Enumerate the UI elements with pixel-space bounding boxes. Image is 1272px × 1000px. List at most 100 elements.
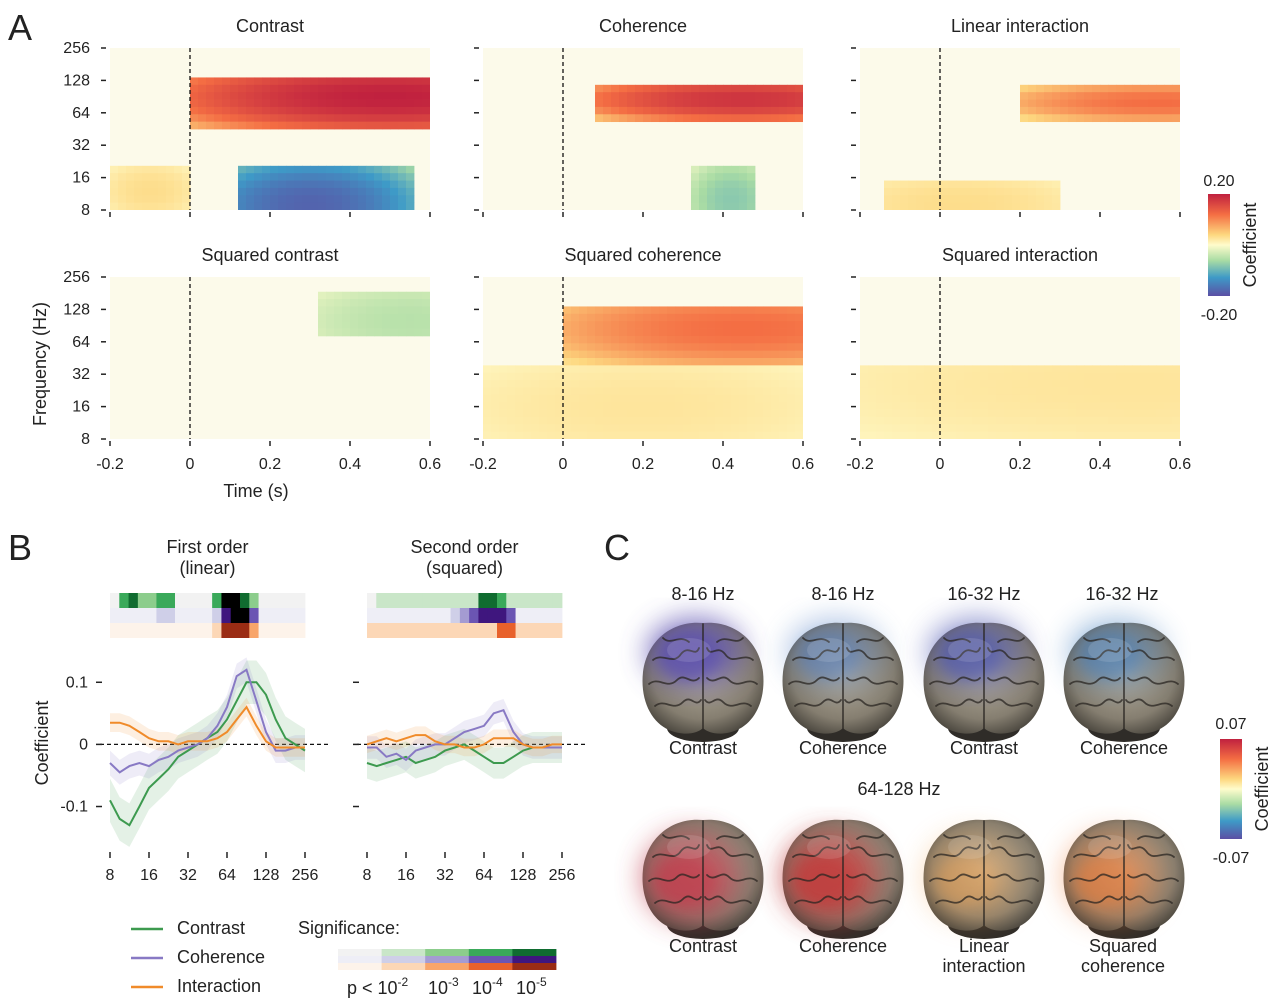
heatmap-cell — [691, 99, 700, 108]
heatmap-cell — [262, 106, 271, 115]
heatmap-cell — [635, 335, 644, 344]
heatmap-cell — [619, 365, 628, 374]
heatmap-cell — [747, 372, 756, 381]
heatmap-cell — [948, 195, 957, 204]
heatmap-cell — [1092, 380, 1101, 388]
heatmap-cell — [876, 380, 885, 388]
heatmap-cell — [715, 180, 724, 189]
heatmap-cell — [1148, 114, 1157, 123]
heatmap-cell — [787, 358, 796, 366]
heatmap-cell — [603, 358, 612, 366]
heatmap-cell — [318, 121, 327, 130]
heatmap-cell — [1052, 106, 1061, 115]
heatmap-cell — [699, 431, 708, 439]
heatmap-cell — [366, 92, 375, 100]
x-tick-label: 64 — [475, 867, 493, 884]
heatmap-cell — [1108, 409, 1117, 418]
heatmap-cell — [707, 195, 716, 204]
heatmap-cell — [579, 431, 588, 439]
heatmap-cell — [579, 358, 588, 366]
heatmap-cell — [707, 387, 716, 396]
heatmap-cell — [779, 328, 788, 337]
heatmap-cell — [382, 114, 391, 123]
heatmap-cell — [1068, 409, 1077, 418]
heatmap-cell — [876, 416, 885, 425]
heatmap-cell — [787, 306, 796, 315]
heatmap-cell — [539, 409, 548, 418]
significance-cell — [552, 593, 563, 608]
heatmap-cell — [972, 187, 981, 196]
heatmap-cell — [1020, 409, 1029, 418]
heatmap-cell — [996, 387, 1005, 396]
heatmap-cell — [1060, 380, 1069, 388]
significance-cell — [413, 608, 424, 623]
heatmap-cell — [1116, 114, 1125, 123]
heatmap-cell — [707, 358, 716, 366]
brain-top-caption-1: Contrast — [669, 738, 737, 758]
heatmap-cell — [948, 387, 957, 396]
heatmap-cell — [571, 372, 580, 381]
heatmap-cell — [1132, 372, 1141, 381]
heatmap-cell — [1156, 409, 1165, 418]
significance-cell — [184, 608, 194, 623]
heatmap-cell — [715, 424, 724, 433]
heatmap-cell — [198, 99, 207, 108]
heatmap-cell — [294, 99, 303, 108]
heatmap-cell — [318, 165, 327, 174]
significance-cell — [147, 608, 157, 623]
heatmap-cell — [398, 291, 407, 300]
heatmap-cell — [699, 416, 708, 425]
significance-cell — [221, 623, 232, 638]
heatmap-cell — [1140, 114, 1149, 123]
heatmap-cell — [884, 387, 893, 396]
heatmap-cell — [635, 99, 644, 108]
heatmap-cell — [747, 195, 756, 204]
heatmap-cell — [571, 416, 580, 425]
heatmap-cell — [334, 165, 343, 174]
heatmap-cell — [964, 424, 973, 433]
heatmap-cell — [755, 431, 764, 439]
panel-letter-b: B — [8, 527, 32, 568]
heatmap-cell — [731, 99, 740, 108]
heatmap-cell — [1140, 84, 1149, 93]
heatmap-cell — [723, 106, 732, 115]
heatmap-cell — [988, 372, 997, 381]
heatmap-cell — [659, 372, 668, 381]
heatmap-cell — [1028, 372, 1037, 381]
heatmap-cell — [908, 365, 917, 374]
heatmap-cell — [579, 416, 588, 425]
heatmap-cell — [118, 202, 127, 210]
brain-sulcus — [1073, 647, 1121, 661]
heatmap-cell — [1084, 380, 1093, 388]
heatmap-cell — [262, 84, 271, 93]
heatmap-cell — [731, 180, 740, 189]
heatmap-cell — [398, 92, 407, 100]
heatmap-cell — [892, 431, 901, 439]
heatmap-cell — [996, 195, 1005, 204]
heatmap-cell — [683, 106, 692, 115]
heatmap-cell — [755, 358, 764, 366]
heatmap-cell — [659, 321, 668, 329]
heatmap-cell — [310, 99, 319, 108]
brain-sulcus — [706, 844, 754, 858]
heatmap-cell — [860, 380, 869, 388]
line-panel-title: (squared) — [426, 558, 503, 578]
heatmap-cell — [587, 358, 596, 366]
heatmap-cell — [390, 187, 399, 196]
heatmap-cell — [763, 106, 772, 115]
heatmap-cell — [595, 394, 604, 403]
heatmap-cell — [675, 365, 684, 374]
heatmap-cell — [643, 387, 652, 396]
heatmap-cell — [964, 431, 973, 439]
heatmap-cell — [110, 165, 119, 174]
heatmap-cell — [414, 306, 423, 315]
heatmap-cell — [1020, 195, 1029, 204]
heatmap-cell — [398, 77, 407, 86]
heatmap-cell — [1116, 394, 1125, 403]
heatmap-cell — [699, 92, 708, 100]
heatmap-cell — [739, 165, 748, 174]
heatmap-cell — [771, 92, 780, 100]
brain-sulcus — [1127, 873, 1179, 882]
heatmap-cell — [406, 306, 415, 315]
heatmap-cell — [779, 358, 788, 366]
